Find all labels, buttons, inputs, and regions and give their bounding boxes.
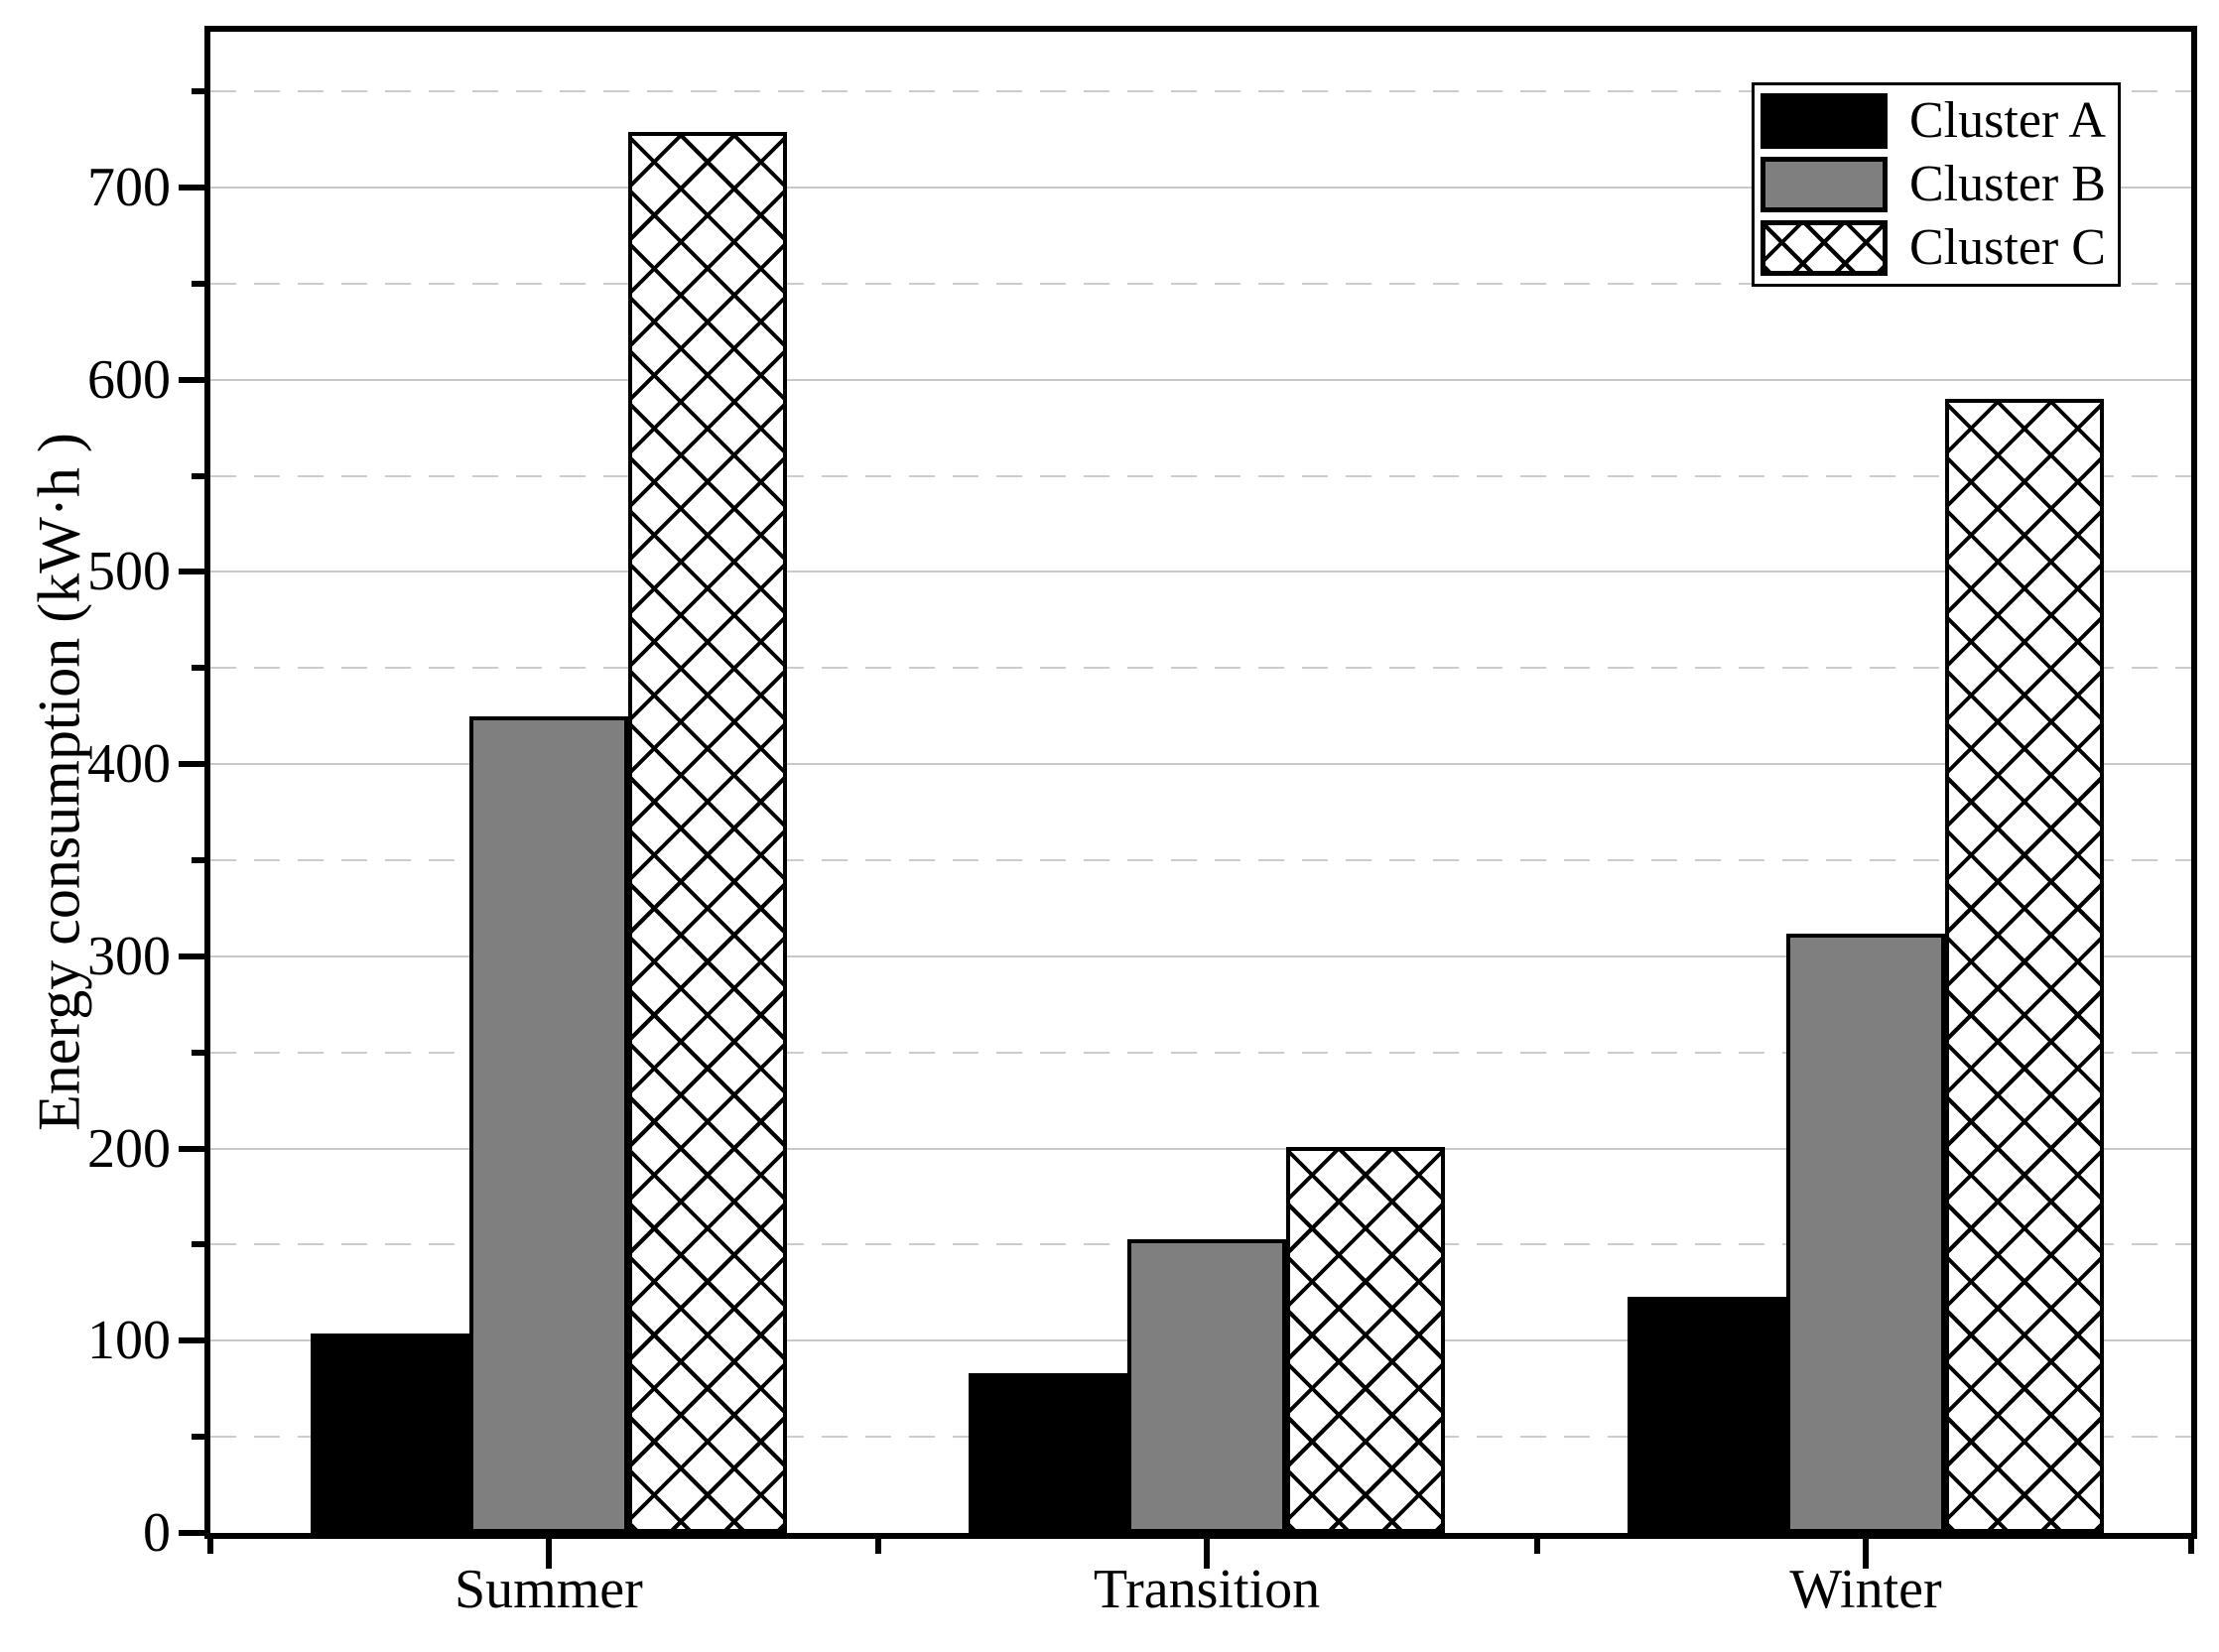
bar-transition-cluster-c [1285, 1146, 1445, 1533]
y-tick-label-100: 100 [87, 1310, 171, 1372]
x-tick-label-summer: Summer [455, 1559, 643, 1620]
gridline-minor-250 [210, 1051, 2191, 1054]
y-tick-label-400: 400 [87, 733, 171, 796]
legend-item-cluster-c: Cluster C [1761, 216, 2112, 280]
legend-item-cluster-b: Cluster B [1761, 153, 2112, 216]
y-minor-tick-750 [192, 88, 210, 95]
gridline-minor-350 [210, 858, 2191, 861]
x-major-tick-summer [545, 1533, 552, 1569]
gridline-major-200 [210, 1147, 2191, 1150]
x-minor-tick-3 [2188, 1533, 2194, 1554]
x-major-tick-winter [1863, 1533, 1870, 1569]
gridline-major-300 [210, 954, 2191, 957]
bar-summer-cluster-a [310, 1333, 469, 1533]
y-minor-tick-50 [192, 1434, 210, 1441]
legend-label: Cluster A [1909, 92, 2106, 149]
legend-swatch-crosshatch [1761, 220, 1888, 276]
y-tick-label-300: 300 [87, 925, 171, 987]
y-major-tick-200 [179, 1145, 210, 1152]
x-major-tick-transition [1203, 1533, 1210, 1569]
y-major-tick-400 [179, 761, 210, 768]
gridline-major-400 [210, 763, 2191, 766]
legend-label: Cluster C [1909, 219, 2106, 276]
x-minor-tick-2 [1533, 1533, 1540, 1554]
gridline-major-600 [210, 378, 2191, 381]
bar-winter-cluster-a [1628, 1296, 1787, 1533]
legend-item-cluster-a: Cluster A [1761, 89, 2112, 153]
y-minor-tick-150 [192, 1241, 210, 1248]
gridline-minor-650 [210, 282, 2191, 285]
y-minor-tick-350 [192, 856, 210, 863]
gridline-minor-750 [210, 90, 2191, 93]
bar-summer-cluster-b [468, 715, 628, 1533]
y-minor-tick-250 [192, 1049, 210, 1056]
bar-summer-cluster-c [627, 131, 787, 1533]
y-major-tick-100 [179, 1337, 210, 1344]
bar-winter-cluster-c [1945, 399, 2105, 1533]
y-tick-label-700: 700 [87, 156, 171, 218]
y-minor-tick-450 [192, 665, 210, 672]
y-major-tick-600 [179, 376, 210, 383]
gridline-minor-550 [210, 474, 2191, 477]
x-minor-tick-1 [875, 1533, 882, 1554]
y-tick-label-500: 500 [87, 541, 171, 603]
legend-swatch-solid-gray [1761, 157, 1888, 212]
legend-swatch-solid-black [1761, 93, 1888, 149]
gridline-major-700 [210, 186, 2191, 189]
y-tick-label-600: 600 [87, 348, 171, 411]
gridline-major-500 [210, 571, 2191, 573]
y-tick-label-0: 0 [143, 1502, 171, 1564]
y-major-tick-500 [179, 569, 210, 575]
y-major-tick-300 [179, 953, 210, 959]
gridline-minor-450 [210, 667, 2191, 670]
legend-label: Cluster B [1909, 156, 2106, 212]
x-tick-label-winter: Winter [1789, 1559, 1942, 1620]
legend: Cluster A Cluster B Cluster C [1752, 82, 2121, 287]
x-minor-tick-0 [207, 1533, 213, 1554]
bar-transition-cluster-b [1126, 1238, 1286, 1533]
y-tick-label-200: 200 [87, 1117, 171, 1180]
y-minor-tick-650 [192, 280, 210, 287]
bar-winter-cluster-b [1786, 933, 1946, 1533]
bar-transition-cluster-a [968, 1373, 1127, 1533]
x-tick-label-transition: Transition [1093, 1559, 1321, 1620]
y-minor-tick-550 [192, 472, 210, 479]
y-major-tick-0 [179, 1530, 210, 1536]
y-major-tick-700 [179, 184, 210, 191]
